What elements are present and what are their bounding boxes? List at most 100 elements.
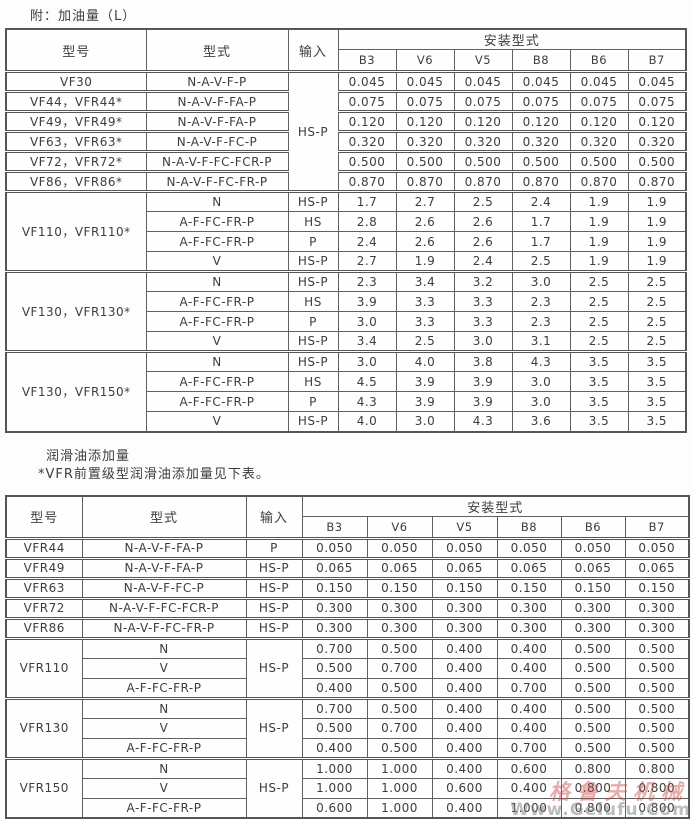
table-cell: 0.300 [624, 596, 690, 619]
table-cell: VF72，VFR72* [5, 150, 147, 172]
table-cell: 0.870 [453, 170, 513, 192]
table-cell: A-F-FC-FR-P [81, 677, 247, 699]
table-cell: 0.400 [301, 677, 368, 699]
table-cell: VFR44 [5, 536, 83, 559]
table-cell: 0.150 [366, 576, 433, 599]
table-cell: 0.800 [624, 797, 690, 819]
table-cell: 0.320 [627, 130, 687, 152]
table-cell: V [145, 331, 289, 352]
table-cell: 0.600 [431, 777, 498, 799]
header-cell: 型号 [5, 28, 147, 72]
table-cell: 2.5 [511, 251, 571, 272]
table-cell: 0.150 [496, 576, 562, 599]
table-cell: 3.4 [337, 331, 397, 352]
header-cell: B6 [560, 515, 626, 539]
table-cell: 3.2 [453, 270, 513, 292]
table-cell: 1.000 [301, 777, 368, 799]
table-cell: 2.6 [453, 211, 513, 232]
table-cell: HS [287, 371, 339, 392]
note-vfr-line: *VFR前置级型润滑油添加量见下表。 [38, 466, 270, 482]
table-row: A-F-FC-FR-P 0.400 0.500 0.400 0.700 0.500 0.50… [6, 677, 690, 699]
table-cell: VF130，VFR150* [5, 350, 147, 432]
table-cell: 3.3 [453, 291, 513, 312]
table-cell: VF63，VFR63* [5, 130, 147, 152]
table-row: V HS-P 4.0 3.0 4.3 3.6 3.5 3.5 [6, 411, 687, 432]
table-cell: 0.400 [496, 696, 562, 719]
table-row: VFR150 N HS-P 1.000 1.000 0.400 0.600 0.800 0.80… [5, 756, 690, 819]
table-cell: 0.800 [560, 756, 626, 779]
table-cell: 4.5 [337, 371, 397, 392]
table-cell: 3.3 [395, 291, 455, 312]
table-cell: 1.9 [569, 251, 629, 272]
table-cell: 2.5 [627, 270, 687, 292]
table-cell: 0.045 [569, 70, 629, 92]
table-cell: 0.300 [496, 616, 562, 639]
table-cell: 0.065 [431, 556, 498, 579]
table-cell: 3.5 [569, 391, 629, 412]
table-cell: 0.065 [301, 556, 368, 579]
table-cell: V [81, 657, 247, 679]
table-cell: 1.000 [366, 777, 433, 799]
table-cell: 0.400 [431, 717, 498, 739]
table-row: VFR49 N-A-V-F-FA-P HS-P 0.065 0.065 0.065 0.06… [5, 556, 690, 579]
table-cell: N-A-V-F-FC-FCR-P [145, 150, 289, 172]
table-cell: 2.3 [337, 270, 397, 292]
table-row: VF30 N-A-V-F-P HS-P 0.045 0.045 0.045 0.045 0.0… [5, 70, 687, 192]
table-cell: N [81, 756, 247, 779]
table-cell: 2.7 [395, 190, 455, 212]
table-cell: 2.7 [337, 251, 397, 272]
table-cell: 0.500 [511, 150, 571, 172]
table-cell: N-A-V-F-P [145, 70, 289, 92]
table-cell: 0.300 [560, 616, 626, 639]
table-cell: 2.5 [569, 331, 629, 352]
table-cell: 0.400 [431, 677, 498, 699]
table-cell: N [145, 350, 289, 372]
table-cell: 2.6 [453, 231, 513, 252]
table-cell: 4.0 [395, 350, 455, 372]
table-cell: HS-P [245, 636, 303, 699]
table-cell: HS-P [287, 251, 339, 272]
table-cell: 0.150 [431, 576, 498, 599]
table-cell: 0.400 [431, 756, 498, 779]
table-cell: P [287, 231, 339, 252]
table-cell: 0.500 [560, 696, 626, 719]
table-cell: VFR150 [5, 756, 83, 819]
table-cell: 2.5 [627, 291, 687, 312]
table-cell: 0.870 [627, 170, 687, 192]
table-cell: 0.400 [431, 657, 498, 679]
table-cell: 0.500 [560, 717, 626, 739]
table-cell: 1.7 [337, 190, 397, 212]
table-row: VF44，VFR44* N-A-V-F-FA-P 0.075 0.075 0.075 0.… [5, 90, 687, 112]
table-cell: 3.0 [511, 391, 571, 412]
page-title: 附：加油量（L） [30, 9, 137, 24]
table-row: VF110，VFR110* N HS-P 1.7 2.7 2.5 2.4 1.9 1.9 [5, 190, 687, 272]
table-cell: 0.050 [560, 536, 626, 559]
table-cell: 3.9 [337, 291, 397, 312]
table-cell: 0.075 [627, 90, 687, 112]
table-cell: 3.0 [453, 331, 513, 352]
table-cell: VF110，VFR110* [5, 190, 147, 272]
table-cell: 3.6 [511, 411, 571, 432]
table-cell: HS-P [245, 756, 303, 819]
table-cell: 1.9 [627, 211, 687, 232]
table-cell: V [81, 777, 247, 799]
table-cell: 2.5 [395, 331, 455, 352]
header-cell: 安装型式 [337, 28, 687, 50]
table-cell: 2.4 [337, 231, 397, 252]
table-cell: 0.600 [496, 756, 562, 779]
table-cell: N [81, 636, 247, 659]
table-cell: 0.870 [395, 170, 455, 192]
table-cell: 0.065 [366, 556, 433, 579]
table-cell: 1.7 [511, 211, 571, 232]
table-cell: 2.4 [511, 190, 571, 212]
table-cell: 0.120 [337, 110, 397, 132]
table-cell: 0.065 [560, 556, 626, 579]
table-cell: 0.300 [366, 596, 433, 619]
table-cell: A-F-FC-FR-P [145, 231, 289, 252]
table-cell: 3.5 [569, 411, 629, 432]
header-cell: 安装型式 [301, 495, 690, 517]
table-cell: 0.600 [301, 797, 368, 819]
table-cell: 0.045 [627, 70, 687, 92]
table-cell: N-A-V-F-FC-P [81, 576, 247, 599]
table-cell: 0.300 [301, 596, 368, 619]
